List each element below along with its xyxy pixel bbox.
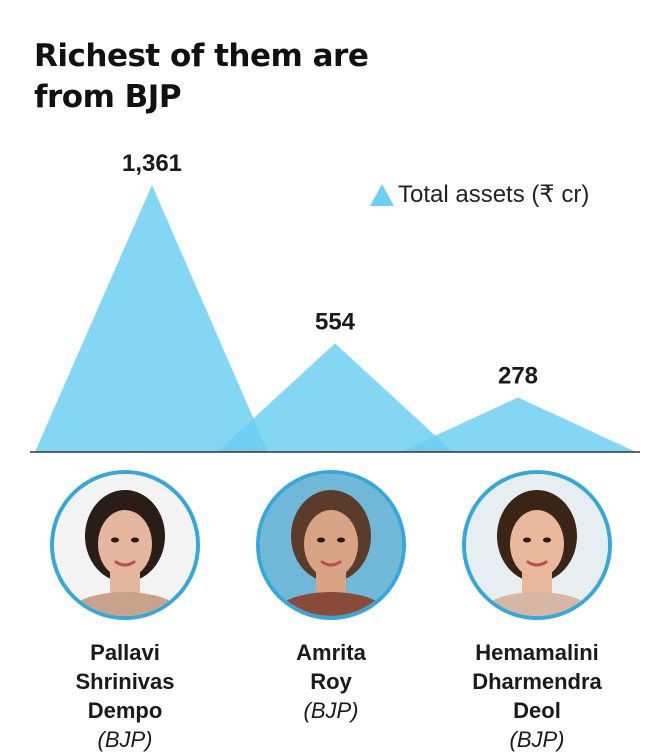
person-card-amrita-roy: Amrita Roy (BJP)	[226, 470, 436, 725]
person-name: Hemamalini Dharmendra Deol (BJP)	[432, 638, 642, 754]
assets-chart: 1,361 554 278	[30, 150, 640, 453]
person-card-hemamalini-deol: Hemamalini Dharmendra Deol (BJP)	[432, 470, 642, 754]
portrait-pallavi-dempo-icon	[54, 474, 196, 616]
area-peak-1	[35, 185, 268, 452]
chart-title-line-2: from BJP	[34, 79, 182, 115]
data-label-2: 554	[315, 308, 356, 335]
person-name: Amrita Roy (BJP)	[226, 638, 436, 725]
chart-title: Richest of them are from BJP	[34, 36, 369, 118]
chart-legend: Total assets (₹ cr)	[370, 180, 589, 209]
legend-triangle-icon	[370, 183, 394, 206]
legend-label: Total assets (₹ cr)	[398, 181, 590, 208]
area-peak-2	[217, 343, 453, 452]
person-card-pallavi-dempo: Pallavi Shrinivas Dempo (BJP)	[20, 470, 230, 754]
portrait-hemamalini-deol-icon	[466, 474, 608, 616]
chart-title-line-1: Richest of them are	[34, 38, 369, 74]
party-label: (BJP)	[303, 698, 359, 723]
portrait-hemamalini-deol	[462, 470, 612, 620]
data-label-3: 278	[498, 362, 538, 389]
portrait-amrita-roy	[256, 470, 406, 620]
person-name: Pallavi Shrinivas Dempo (BJP)	[20, 638, 230, 754]
area-peak-3	[400, 397, 636, 452]
portrait-pallavi-dempo	[50, 470, 200, 620]
portrait-amrita-roy-icon	[260, 474, 402, 616]
data-label-1: 1,361	[122, 150, 182, 177]
